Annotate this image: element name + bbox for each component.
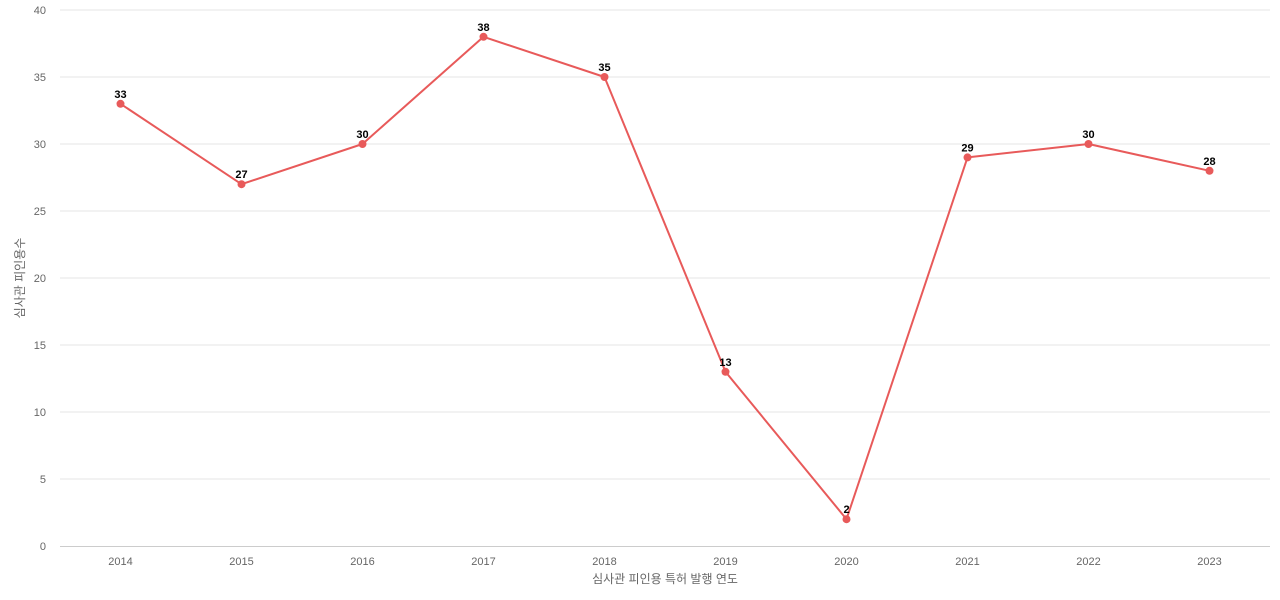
x-tick-label: 2016 xyxy=(350,556,374,568)
data-label: 27 xyxy=(235,169,247,181)
y-tick-label: 5 xyxy=(40,474,46,486)
x-tick-label: 2019 xyxy=(713,556,737,568)
y-tick-label: 25 xyxy=(34,206,46,218)
data-point[interactable] xyxy=(842,515,851,524)
data-label: 35 xyxy=(598,62,610,74)
data-point[interactable] xyxy=(963,153,972,162)
y-tick-label: 0 xyxy=(40,541,46,553)
y-tick-label: 10 xyxy=(34,407,46,419)
data-label: 28 xyxy=(1203,156,1215,168)
y-tick-label: 40 xyxy=(34,5,46,17)
data-labels: 33 27 30 38 35 13 2 29 30 28 xyxy=(114,22,1215,516)
data-point[interactable] xyxy=(479,32,488,41)
data-label: 33 xyxy=(114,89,126,101)
x-tick-label: 2021 xyxy=(955,556,979,568)
data-label: 2 xyxy=(843,504,849,516)
x-tick-label: 2018 xyxy=(592,556,616,568)
series-line xyxy=(119,35,1210,521)
x-tick-label: 2014 xyxy=(108,556,132,568)
data-point[interactable] xyxy=(1084,140,1093,148)
y-axis-ticks: 0 5 10 15 20 25 30 35 40 xyxy=(34,5,46,553)
data-point[interactable] xyxy=(358,140,367,148)
x-tick-label: 2020 xyxy=(834,556,858,568)
data-label: 30 xyxy=(356,129,368,141)
data-label: 30 xyxy=(1082,129,1094,141)
y-tick-label: 30 xyxy=(34,139,46,151)
y-axis-title: 심사관 피인용수 xyxy=(13,238,27,319)
y-tick-label: 15 xyxy=(34,340,46,352)
x-tick-label: 2023 xyxy=(1197,556,1221,568)
data-label: 29 xyxy=(961,142,973,154)
data-label: 38 xyxy=(477,22,489,34)
x-tick-label: 2022 xyxy=(1076,556,1100,568)
data-point[interactable] xyxy=(721,367,730,376)
x-tick-label: 2015 xyxy=(229,556,253,568)
data-point[interactable] xyxy=(600,73,609,81)
grid-lines xyxy=(60,9,1270,480)
y-tick-label: 35 xyxy=(34,72,46,84)
y-tick-label: 20 xyxy=(34,273,46,285)
data-point[interactable] xyxy=(237,180,246,189)
series-layer xyxy=(116,32,1214,524)
x-axis-ticks: 2014 2015 2016 2017 2018 2019 2020 2021 2022 2023 xyxy=(108,556,1221,568)
data-label: 13 xyxy=(719,357,731,369)
x-axis-title: 심사관 피인용 특허 발행 연도 xyxy=(592,571,738,586)
data-point[interactable] xyxy=(1205,166,1214,175)
x-tick-label: 2017 xyxy=(471,556,495,568)
data-point[interactable] xyxy=(116,99,125,108)
